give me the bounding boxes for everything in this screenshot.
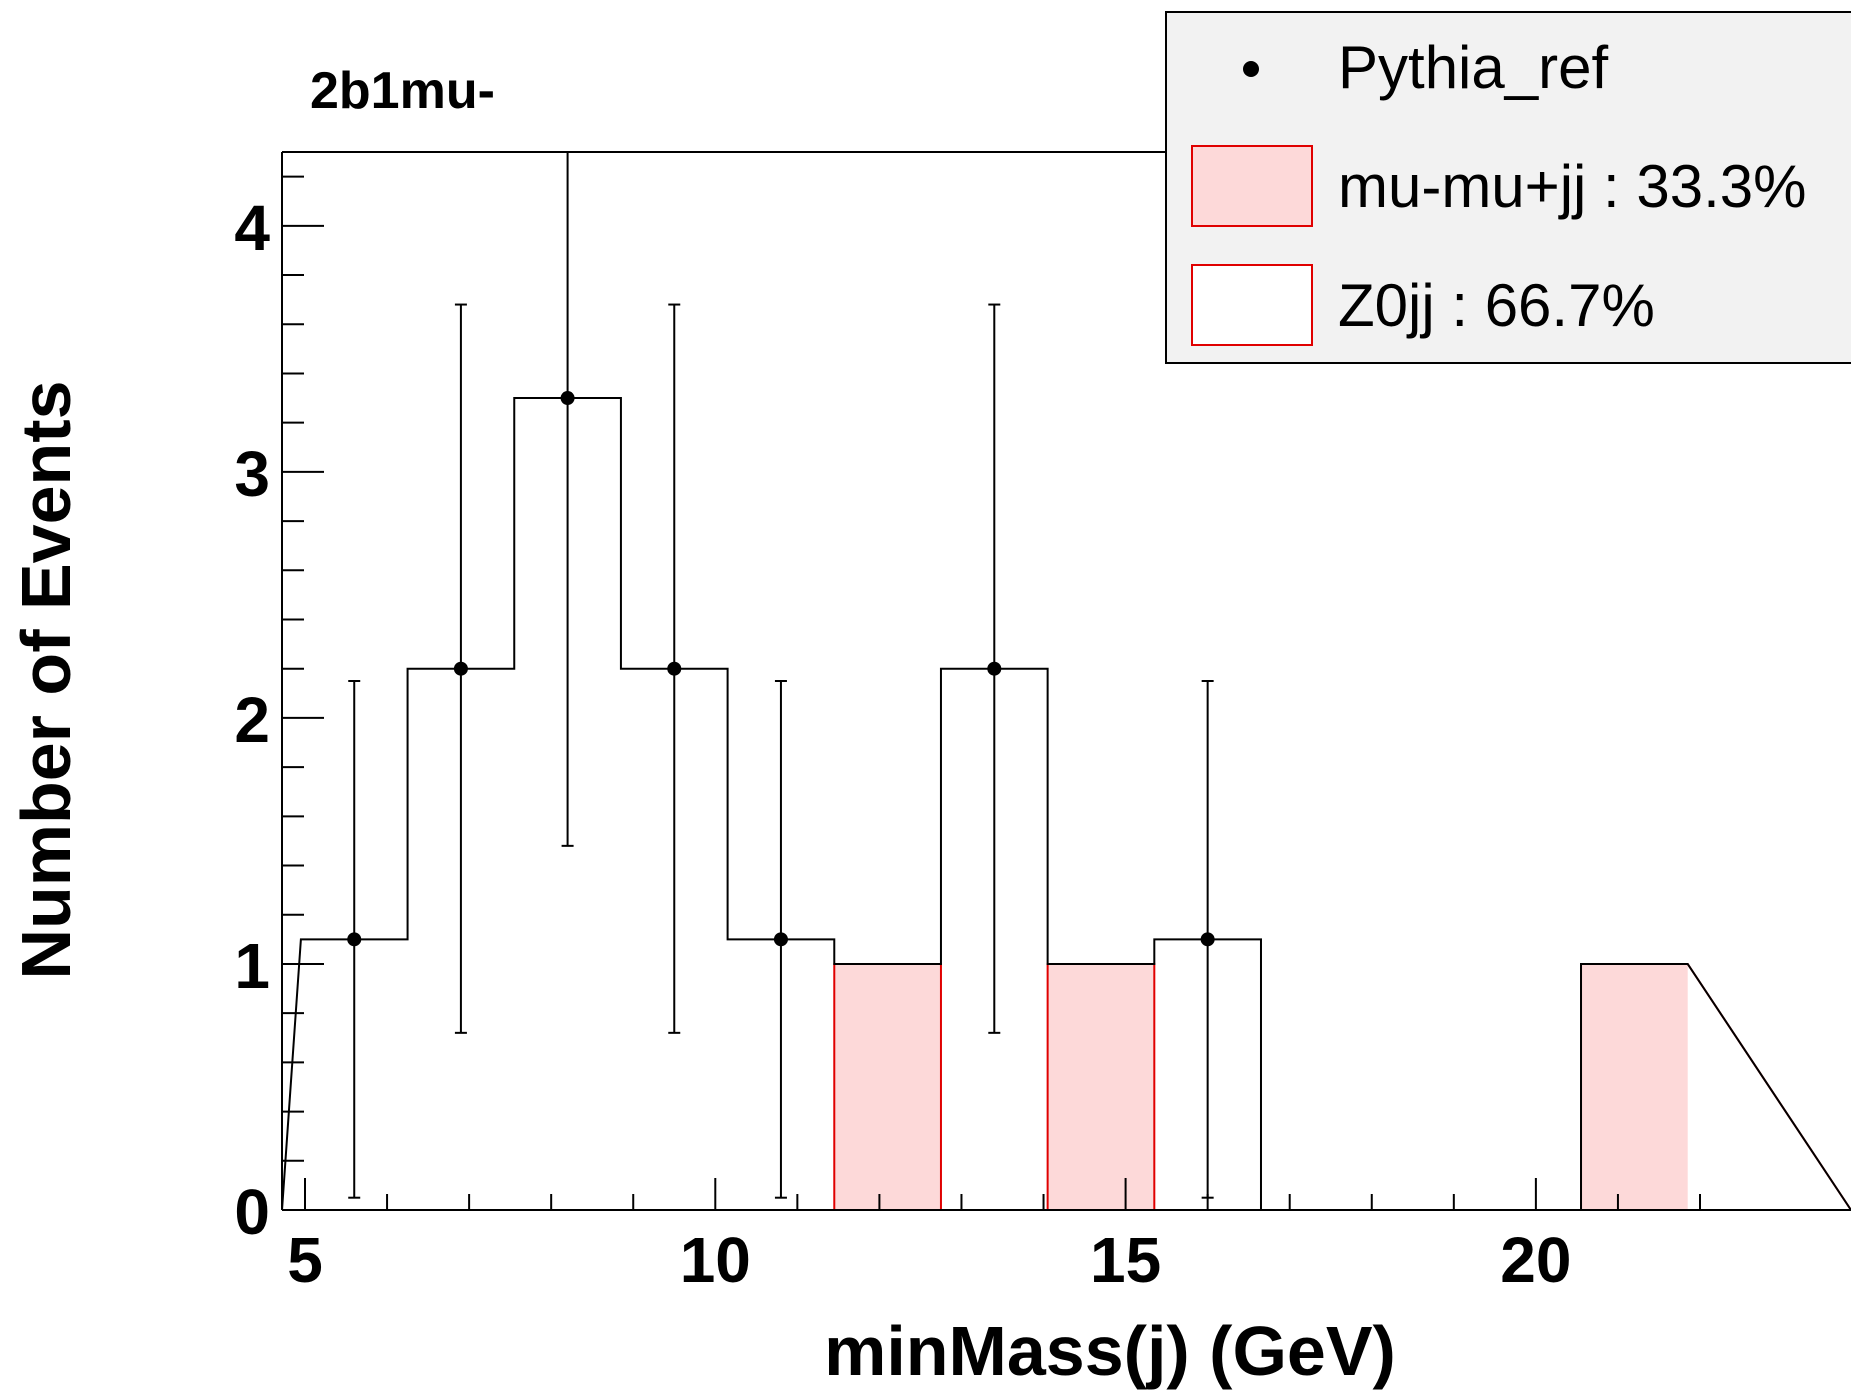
legend: Pythia_ref mu-mu+jj : 33.3% Z0jj : 66.7% bbox=[1165, 11, 1851, 364]
plot-layer bbox=[281, 152, 1851, 1211]
data-point-3 bbox=[667, 661, 682, 676]
x-tick-label-10: 10 bbox=[680, 1224, 751, 1296]
axis-layer: 0 1 2 3 4 5 10 15 20 bbox=[234, 151, 1851, 1296]
y-axis-label: Number of Events bbox=[7, 381, 85, 980]
x-axis-label: minMass(j) (GeV) bbox=[824, 1312, 1396, 1390]
y-tick-label-0: 0 bbox=[234, 1176, 270, 1248]
fill-bin-mumujj-5 bbox=[834, 963, 941, 1210]
fill-bin-mumujj-7 bbox=[1047, 963, 1155, 1210]
legend-label-mumujj: mu-mu+jj : 33.3% bbox=[1338, 153, 1807, 220]
chart-title: 2b1mu- bbox=[310, 62, 495, 120]
data-point-4 bbox=[773, 932, 788, 947]
y-tick-label-3: 3 bbox=[234, 438, 270, 510]
legend-label-pythia-ref: Pythia_ref bbox=[1338, 34, 1608, 101]
legend-marker-pythia-ref bbox=[1243, 61, 1259, 77]
legend-label-z0jj: Z0jj : 66.7% bbox=[1338, 272, 1655, 339]
y-tick-label-1: 1 bbox=[234, 930, 270, 1002]
data-point-2 bbox=[560, 391, 575, 406]
data-point-0 bbox=[347, 932, 362, 947]
x-tick-label-15: 15 bbox=[1090, 1224, 1161, 1296]
x-tick-label-5: 5 bbox=[287, 1224, 323, 1296]
data-point-5 bbox=[987, 661, 1002, 676]
fill-bin-mumujj-12 bbox=[1581, 963, 1688, 1210]
y-tick-label-2: 2 bbox=[234, 684, 270, 756]
legend-swatch-mumujj bbox=[1191, 145, 1313, 227]
data-point-1 bbox=[453, 661, 468, 676]
x-tick-label-20: 20 bbox=[1500, 1224, 1571, 1296]
legend-swatch-z0jj bbox=[1191, 264, 1313, 346]
y-tick-label-4: 4 bbox=[234, 192, 270, 264]
data-point-6 bbox=[1200, 932, 1215, 947]
